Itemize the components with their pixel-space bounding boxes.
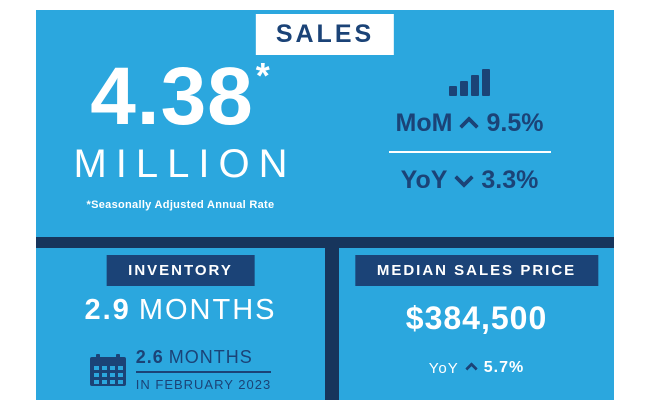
inventory-value-number: 2.9 xyxy=(84,294,131,326)
chevron-up-icon xyxy=(459,116,480,136)
median-price-title-badge: MEDIAN SALES PRICE xyxy=(354,255,599,286)
median-price-value: $384,500 xyxy=(405,300,548,336)
sales-value-number: 4.38 xyxy=(90,51,254,142)
inventory-title-label: INVENTORY xyxy=(128,262,233,279)
mom-label: MoM xyxy=(395,109,453,137)
inventory-prior-text: 2.6 MONTHS IN FEBRUARY 2023 xyxy=(135,347,272,392)
bar-chart-icon xyxy=(449,68,490,96)
chevron-up-icon xyxy=(464,361,478,375)
sales-value: 4.38* xyxy=(90,56,271,138)
median-price-yoy-value: 5.7% xyxy=(483,359,525,376)
sales-title-label: SALES xyxy=(275,20,375,48)
calendar-icon xyxy=(89,353,126,386)
inventory-panel: INVENTORY 2.9 MONTHS xyxy=(36,248,325,400)
inventory-prior: 2.6 MONTHS IN FEBRUARY 2023 xyxy=(89,347,272,392)
median-price-yoy-row: YoY 5.7% xyxy=(429,359,524,377)
inventory-prior-number: 2.6 xyxy=(135,347,164,367)
inventory-prior-period: IN FEBRUARY 2023 xyxy=(135,377,272,392)
bar-3 xyxy=(471,75,479,96)
sales-title-badge: SALES xyxy=(255,14,395,55)
yoy-value: 3.3% xyxy=(481,166,539,194)
sales-footnote: *Seasonally Adjusted Annual Rate xyxy=(86,199,275,211)
inventory-prior-value-line: 2.6 MONTHS xyxy=(135,347,272,373)
sales-panel: SALES 4.38* MILLION *Seasonally Adjusted… xyxy=(36,10,614,237)
inventory-unit: MONTHS xyxy=(138,294,277,326)
mom-value: 9.5% xyxy=(486,109,544,137)
median-price-panel: MEDIAN SALES PRICE $384,500 YoY 5.7% xyxy=(339,248,614,400)
bar-4 xyxy=(482,69,490,96)
yoy-row: YoY 3.3% xyxy=(401,166,539,195)
chevron-down-icon xyxy=(454,168,475,188)
sales-value-block: 4.38* MILLION *Seasonally Adjusted Annua… xyxy=(36,10,325,237)
trend-divider xyxy=(388,151,551,153)
bar-2 xyxy=(460,81,468,96)
inventory-title-badge: INVENTORY xyxy=(106,255,255,286)
yoy-label: YoY xyxy=(400,166,448,194)
inventory-prior-unit: MONTHS xyxy=(168,347,253,367)
median-price-yoy-label: YoY xyxy=(428,359,459,377)
bar-1 xyxy=(449,86,457,96)
median-price-title-label: MEDIAN SALES PRICE xyxy=(376,262,577,279)
sales-unit: MILLION xyxy=(73,142,297,186)
sales-trends-block: MoM 9.5% YoY 3.3% xyxy=(325,10,614,237)
sales-asterisk: * xyxy=(255,55,271,96)
infographic-board: SALES 4.38* MILLION *Seasonally Adjusted… xyxy=(36,10,614,400)
inventory-value: 2.9 MONTHS xyxy=(85,294,277,327)
mom-row: MoM 9.5% xyxy=(396,109,544,138)
